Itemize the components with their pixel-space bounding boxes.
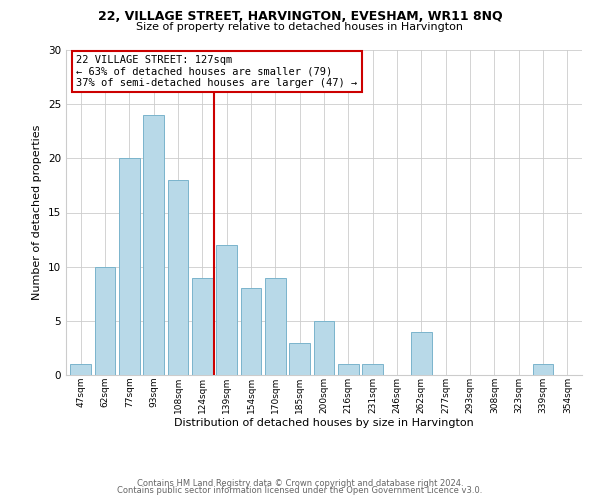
Bar [192, 278, 212, 375]
Bar [241, 288, 262, 375]
Bar [265, 278, 286, 375]
Bar [533, 364, 553, 375]
Bar [95, 266, 115, 375]
Bar [167, 180, 188, 375]
Text: 22 VILLAGE STREET: 127sqm
← 63% of detached houses are smaller (79)
37% of semi-: 22 VILLAGE STREET: 127sqm ← 63% of detac… [76, 55, 358, 88]
Bar [411, 332, 432, 375]
Text: 22, VILLAGE STREET, HARVINGTON, EVESHAM, WR11 8NQ: 22, VILLAGE STREET, HARVINGTON, EVESHAM,… [98, 10, 502, 23]
Bar [143, 115, 164, 375]
Bar [216, 245, 237, 375]
Bar [119, 158, 140, 375]
Text: Size of property relative to detached houses in Harvington: Size of property relative to detached ho… [137, 22, 464, 32]
Text: Contains public sector information licensed under the Open Government Licence v3: Contains public sector information licen… [118, 486, 482, 495]
Bar [338, 364, 359, 375]
X-axis label: Distribution of detached houses by size in Harvington: Distribution of detached houses by size … [174, 418, 474, 428]
Bar [314, 321, 334, 375]
Bar [70, 364, 91, 375]
Bar [362, 364, 383, 375]
Bar [289, 342, 310, 375]
Y-axis label: Number of detached properties: Number of detached properties [32, 125, 43, 300]
Text: Contains HM Land Registry data © Crown copyright and database right 2024.: Contains HM Land Registry data © Crown c… [137, 478, 463, 488]
